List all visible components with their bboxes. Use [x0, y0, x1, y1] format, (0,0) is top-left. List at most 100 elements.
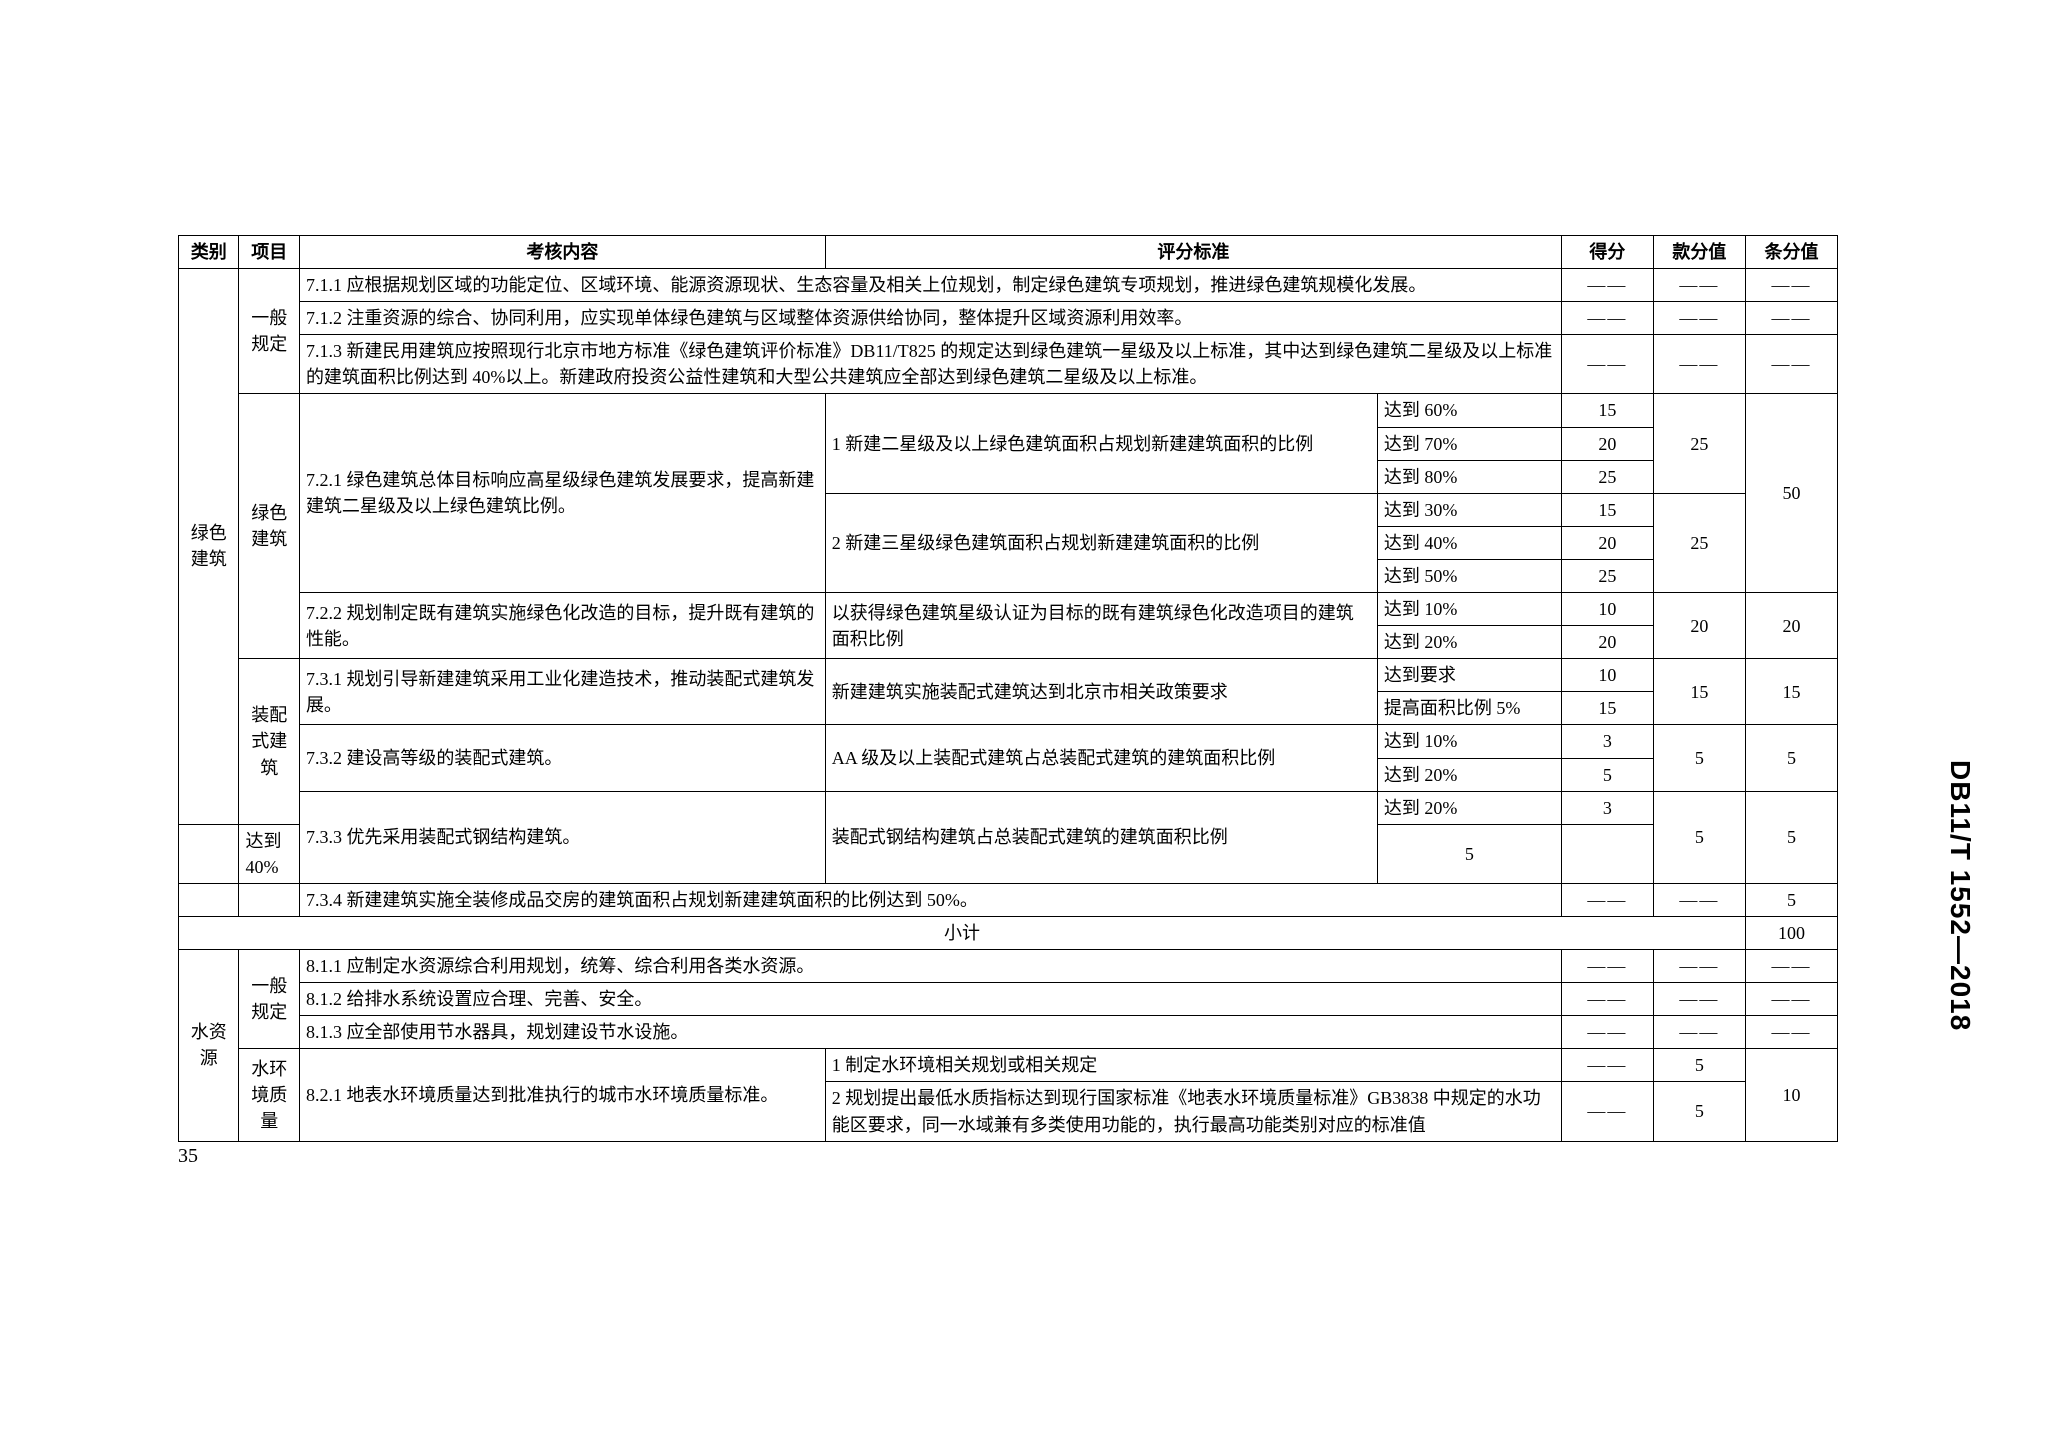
- cell-tv: 5: [1745, 791, 1837, 883]
- table-row: 水环境质量 8.2.1 地表水环境质量达到批准执行的城市水环境质量标准。 1 制…: [179, 1049, 1838, 1082]
- cell-level: 达到 20%: [1377, 791, 1561, 824]
- cell-732: 7.3.2 建设高等级的装配式建筑。: [299, 725, 825, 791]
- cell-kv: 5: [1653, 1049, 1745, 1082]
- table-row: 装配式建筑 7.3.1 规划引导新建建筑采用工业化建造技术，推动装配式建筑发展。…: [179, 659, 1838, 692]
- table-row: 7.1.2 注重资源的综合、协同利用，应实现单体绿色建筑与区域整体资源供给协同，…: [179, 302, 1838, 335]
- th-item: 项目: [239, 236, 299, 269]
- cell-score: 5: [1377, 824, 1561, 883]
- th-score: 得分: [1561, 236, 1653, 269]
- cell-dash: ——: [1745, 302, 1837, 335]
- th-content: 考核内容: [299, 236, 825, 269]
- cell-score: 25: [1561, 460, 1653, 493]
- cell-tv: 20: [1745, 593, 1837, 659]
- cell-score: 3: [1561, 725, 1653, 758]
- table-row: 8.1.2 给排水系统设置应合理、完善、安全。 —— —— ——: [179, 983, 1838, 1016]
- cell-level: 达到 70%: [1377, 427, 1561, 460]
- table-row: 8.1.3 应全部使用节水器具，规划建设节水设施。 —— —— ——: [179, 1016, 1838, 1049]
- cell-732std: AA 级及以上装配式建筑占总装配式建筑的建筑面积比例: [825, 725, 1377, 791]
- cell-733std: 装配式钢结构建筑占总装配式建筑的建筑面积比例: [825, 791, 1377, 883]
- cell-score: 10: [1561, 659, 1653, 692]
- cell-level: 达到 30%: [1377, 493, 1561, 526]
- table-row: 绿色建筑 7.2.1 绿色建筑总体目标响应高星级绿色建筑发展要求，提高新建建筑二…: [179, 394, 1838, 427]
- cell-721s1: 1 新建二星级及以上绿色建筑面积占规划新建建筑面积的比例: [825, 394, 1377, 493]
- cell-dash: ——: [1653, 302, 1745, 335]
- cell-dash: ——: [1653, 883, 1745, 916]
- table-row: 7.3.3 优先采用装配式钢结构建筑。 装配式钢结构建筑占总装配式建筑的建筑面积…: [179, 791, 1838, 824]
- cell-dash: ——: [1745, 335, 1837, 394]
- cell-score: 20: [1561, 526, 1653, 559]
- subtotal-row: 小计 100: [179, 916, 1838, 949]
- cell-813: 8.1.3 应全部使用节水器具，规划建设节水设施。: [299, 1016, 1561, 1049]
- table-row: 7.3.2 建设高等级的装配式建筑。 AA 级及以上装配式建筑占总装配式建筑的建…: [179, 725, 1838, 758]
- table-header-row: 类别 项目 考核内容 评分标准 得分 款分值 条分值: [179, 236, 1838, 269]
- cell-score: 3: [1561, 791, 1653, 824]
- cell-dash: ——: [1561, 950, 1653, 983]
- cell-713: 7.1.3 新建民用建筑应按照现行北京市地方标准《绿色建筑评价标准》DB11/T…: [299, 335, 1561, 394]
- cell-score: 20: [1561, 626, 1653, 659]
- cell-level: 达到 40%: [239, 824, 299, 883]
- cell-dash: ——: [1653, 269, 1745, 302]
- cell-level: 达到 10%: [1377, 725, 1561, 758]
- subtotal-label: 小计: [179, 916, 1746, 949]
- cell-level: 达到 10%: [1377, 593, 1561, 626]
- cell-level: 达到 50%: [1377, 559, 1561, 592]
- cell-dash: ——: [1745, 1016, 1837, 1049]
- cell-kv: 5: [1653, 725, 1745, 791]
- cell-731std: 新建建筑实施装配式建筑达到北京市相关政策要求: [825, 659, 1377, 725]
- cell-dash: ——: [1561, 1082, 1653, 1141]
- th-category: 类别: [179, 236, 239, 269]
- cell-level: 达到要求: [1377, 659, 1561, 692]
- subtotal-value: 100: [1745, 916, 1837, 949]
- cell-score: 5: [1561, 758, 1653, 791]
- cell-tv: 10: [1745, 1049, 1837, 1141]
- cell-722std: 以获得绿色建筑星级认证为目标的既有建筑绿色化改造项目的建筑面积比例: [825, 593, 1377, 659]
- cell-tv: 5: [1745, 725, 1837, 791]
- cell-tv: 5: [1745, 883, 1837, 916]
- assessment-table: 类别 项目 考核内容 评分标准 得分 款分值 条分值 绿色建筑 一般规定 7.1…: [178, 235, 1838, 1142]
- item-prefab-cont2: [239, 883, 299, 916]
- document-code: DB11/T 1552—2018: [1944, 760, 1976, 1031]
- cell-level: 达到 40%: [1377, 526, 1561, 559]
- cell-721: 7.2.1 绿色建筑总体目标响应高星级绿色建筑发展要求，提高新建建筑二星级及以上…: [299, 394, 825, 593]
- cell-821s1: 1 制定水环境相关规划或相关规定: [825, 1049, 1561, 1082]
- cat-green: 绿色建筑: [179, 269, 239, 825]
- table-row: 7.2.2 规划制定既有建筑实施绿色化改造的目标，提升既有建筑的性能。 以获得绿…: [179, 593, 1838, 626]
- cell-kv: 15: [1653, 659, 1745, 725]
- table-row: 绿色建筑 一般规定 7.1.1 应根据规划区域的功能定位、区域环境、能源资源现状…: [179, 269, 1838, 302]
- table-row: 7.3.4 新建建筑实施全装修成品交房的建筑面积占规划新建建筑面积的比例达到 5…: [179, 883, 1838, 916]
- cell-dash: ——: [1653, 950, 1745, 983]
- cell-score: 10: [1561, 593, 1653, 626]
- cell-dash: ——: [1653, 1016, 1745, 1049]
- cell-kv: 20: [1653, 593, 1745, 659]
- cell-821: 8.2.1 地表水环境质量达到批准执行的城市水环境质量标准。: [299, 1049, 825, 1141]
- table-row: 7.1.3 新建民用建筑应按照现行北京市地方标准《绿色建筑评价标准》DB11/T…: [179, 335, 1838, 394]
- item-general: 一般规定: [239, 269, 299, 394]
- cell-812: 8.1.2 给排水系统设置应合理、完善、安全。: [299, 983, 1561, 1016]
- cell-731: 7.3.1 规划引导新建建筑采用工业化建造技术，推动装配式建筑发展。: [299, 659, 825, 725]
- cell-score: 25: [1561, 559, 1653, 592]
- cell-734: 7.3.4 新建建筑实施全装修成品交房的建筑面积占规划新建建筑面积的比例达到 5…: [299, 883, 1561, 916]
- cell-dash: ——: [1561, 983, 1653, 1016]
- item-prefab-cont: [179, 824, 239, 883]
- th-kuan: 款分值: [1653, 236, 1745, 269]
- cell-811: 8.1.1 应制定水资源综合利用规划，统筹、综合利用各类水资源。: [299, 950, 1561, 983]
- cell-tv: 50: [1745, 394, 1837, 593]
- cell-dash: ——: [1653, 335, 1745, 394]
- cell-711: 7.1.1 应根据规划区域的功能定位、区域环境、能源资源现状、生态容量及相关上位…: [299, 269, 1561, 302]
- table-row: 水资源 一般规定 8.1.1 应制定水资源综合利用规划，统筹、综合利用各类水资源…: [179, 950, 1838, 983]
- cell-dash: ——: [1745, 269, 1837, 302]
- cell-kv: 25: [1653, 394, 1745, 493]
- cell-dash: ——: [1561, 335, 1653, 394]
- cell-score: 20: [1561, 427, 1653, 460]
- cell-dash: ——: [1653, 983, 1745, 1016]
- th-tiao: 条分值: [1745, 236, 1837, 269]
- cell-dash: ——: [1745, 983, 1837, 1016]
- page-number: 35: [178, 1145, 198, 1168]
- cell-score: 15: [1561, 394, 1653, 427]
- item-prefab: 装配式建筑: [239, 659, 299, 824]
- cell-712: 7.1.2 注重资源的综合、协同利用，应实现单体绿色建筑与区域整体资源供给协同，…: [299, 302, 1561, 335]
- cell-dash: ——: [1561, 883, 1653, 916]
- page-content: 类别 项目 考核内容 评分标准 得分 款分值 条分值 绿色建筑 一般规定 7.1…: [178, 235, 1838, 1142]
- cell-dash: ——: [1561, 1016, 1653, 1049]
- cell-level: 达到 20%: [1377, 758, 1561, 791]
